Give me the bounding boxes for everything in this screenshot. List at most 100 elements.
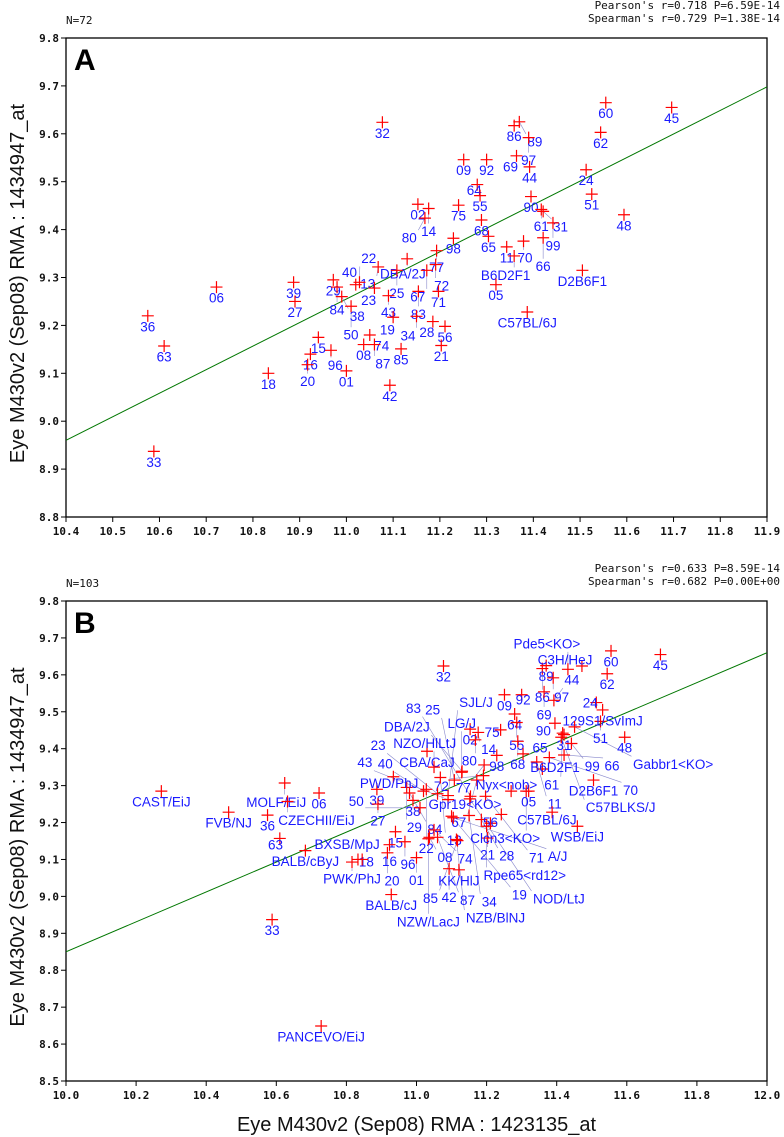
- point-label: 65: [533, 740, 548, 755]
- data-point: PWK/PhJ: [323, 856, 381, 887]
- x-tick-label: 11.0: [403, 1089, 430, 1102]
- data-point: 85: [423, 834, 464, 906]
- point-label: B6D2F1: [530, 760, 580, 775]
- data-point: 01: [409, 851, 424, 888]
- plus-marker: [353, 276, 366, 289]
- label-leader-line: [418, 217, 426, 231]
- plus-marker: [536, 763, 549, 775]
- point-label: 80: [402, 231, 417, 246]
- plus-marker: [524, 190, 537, 203]
- point-label: 97: [554, 690, 569, 705]
- plus-marker: [422, 202, 435, 215]
- plus-marker: [368, 338, 381, 351]
- point-label: 43: [357, 755, 372, 770]
- plus-marker: [500, 240, 513, 253]
- data-point: 40: [378, 756, 430, 798]
- plus-marker: [540, 659, 553, 672]
- point-label: 99: [585, 759, 600, 774]
- point-label: NZO/HlLtJ: [393, 736, 456, 751]
- plus-marker: [618, 731, 631, 744]
- data-point: 33: [146, 445, 161, 470]
- plus-marker: [474, 189, 487, 202]
- data-point: CAST/EiJ: [132, 785, 191, 810]
- point-label: 01: [409, 873, 424, 888]
- chart-panel-a: 10.4 10.5 10.6 10.7 10.8 10.9 11.0 11.1 11.2 11.3…: [7, 0, 780, 538]
- label-leader-line: [451, 816, 511, 888]
- pearson-stat: Pearson's r=0.718 P=6.59E-14: [595, 0, 781, 12]
- plus-marker: [475, 813, 488, 826]
- x-tick-label: 11.6: [614, 1089, 641, 1102]
- plus-marker: [385, 888, 398, 901]
- plus-marker: [558, 728, 571, 741]
- plus-marker: [477, 769, 490, 782]
- point-label: 51: [584, 198, 599, 213]
- plus-marker: [599, 96, 612, 109]
- point-label: 77: [429, 260, 444, 275]
- data-point: 28: [475, 813, 514, 864]
- point-label: 98: [446, 242, 461, 257]
- plus-marker: [147, 445, 160, 458]
- point-label: BALB/cJ: [365, 898, 417, 913]
- x-tick-label: 11.7: [660, 525, 687, 538]
- point-label: 87: [460, 893, 475, 908]
- data-point: 25: [425, 702, 461, 787]
- plus-marker: [457, 153, 470, 166]
- point-label: 89: [539, 669, 554, 684]
- plus-marker: [520, 785, 533, 798]
- plus-marker: [546, 806, 559, 819]
- point-label: 22: [419, 841, 434, 856]
- data-point: 50: [344, 300, 359, 343]
- point-label: 39: [369, 793, 384, 808]
- data-point: 14: [472, 726, 497, 757]
- point-label: SJL/J: [459, 695, 493, 710]
- point-label: 99: [545, 238, 560, 253]
- point-label: 97: [521, 153, 536, 168]
- plus-marker: [420, 264, 433, 277]
- plus-marker: [340, 364, 353, 377]
- data-point: 11: [500, 240, 514, 265]
- point-label: 90: [536, 724, 551, 739]
- point-label: 31: [557, 738, 572, 753]
- data-point: 18: [261, 367, 276, 392]
- plus-marker: [428, 761, 441, 774]
- data-point: 74: [363, 328, 390, 353]
- data-point: Gpr19<KO>: [429, 797, 508, 821]
- point-label: 55: [473, 199, 488, 214]
- plus-marker: [547, 671, 560, 684]
- data-point: 69: [503, 149, 523, 174]
- point-label: 66: [605, 758, 620, 773]
- data-point: 84: [330, 281, 345, 318]
- data-point: B6D2F1: [530, 760, 580, 775]
- data-point: 11: [530, 755, 562, 812]
- point-label: 32: [375, 126, 390, 141]
- x-tick-label: 10.6: [263, 1089, 290, 1102]
- plus-marker: [331, 281, 344, 294]
- data-point: 45: [653, 648, 668, 673]
- point-label: Pde5<KO>: [514, 636, 581, 651]
- plus-marker: [315, 1019, 328, 1032]
- point-label: 45: [653, 658, 668, 673]
- data-point: NZW/LacJ: [397, 832, 460, 929]
- data-point: 129S1/SvImJ: [562, 703, 643, 728]
- data-point: PANCEVO/EiJ: [277, 1019, 365, 1044]
- point-label: LG/J: [447, 716, 476, 731]
- y-tick-label: 9.7: [39, 80, 59, 93]
- data-point: DBA/2J: [380, 252, 426, 282]
- point-label: 70: [623, 783, 638, 798]
- data-point: 25: [389, 264, 404, 301]
- plus-marker: [313, 787, 326, 799]
- point-label: 15: [311, 341, 326, 356]
- plus-marker: [412, 285, 425, 298]
- y-tick-label: 9.2: [39, 319, 59, 332]
- data-point: Clcn3<KO>: [470, 785, 540, 846]
- plus-marker: [654, 648, 667, 661]
- data-point: 62: [593, 126, 608, 151]
- point-label: CAST/EiJ: [132, 795, 191, 810]
- data-point: 68: [510, 735, 525, 772]
- data-point: 70: [517, 235, 533, 265]
- point-label: 34: [400, 328, 416, 343]
- y-tick-label: 9.1: [39, 853, 59, 866]
- label-leader-line: [549, 757, 622, 783]
- data-point: 27: [370, 798, 385, 829]
